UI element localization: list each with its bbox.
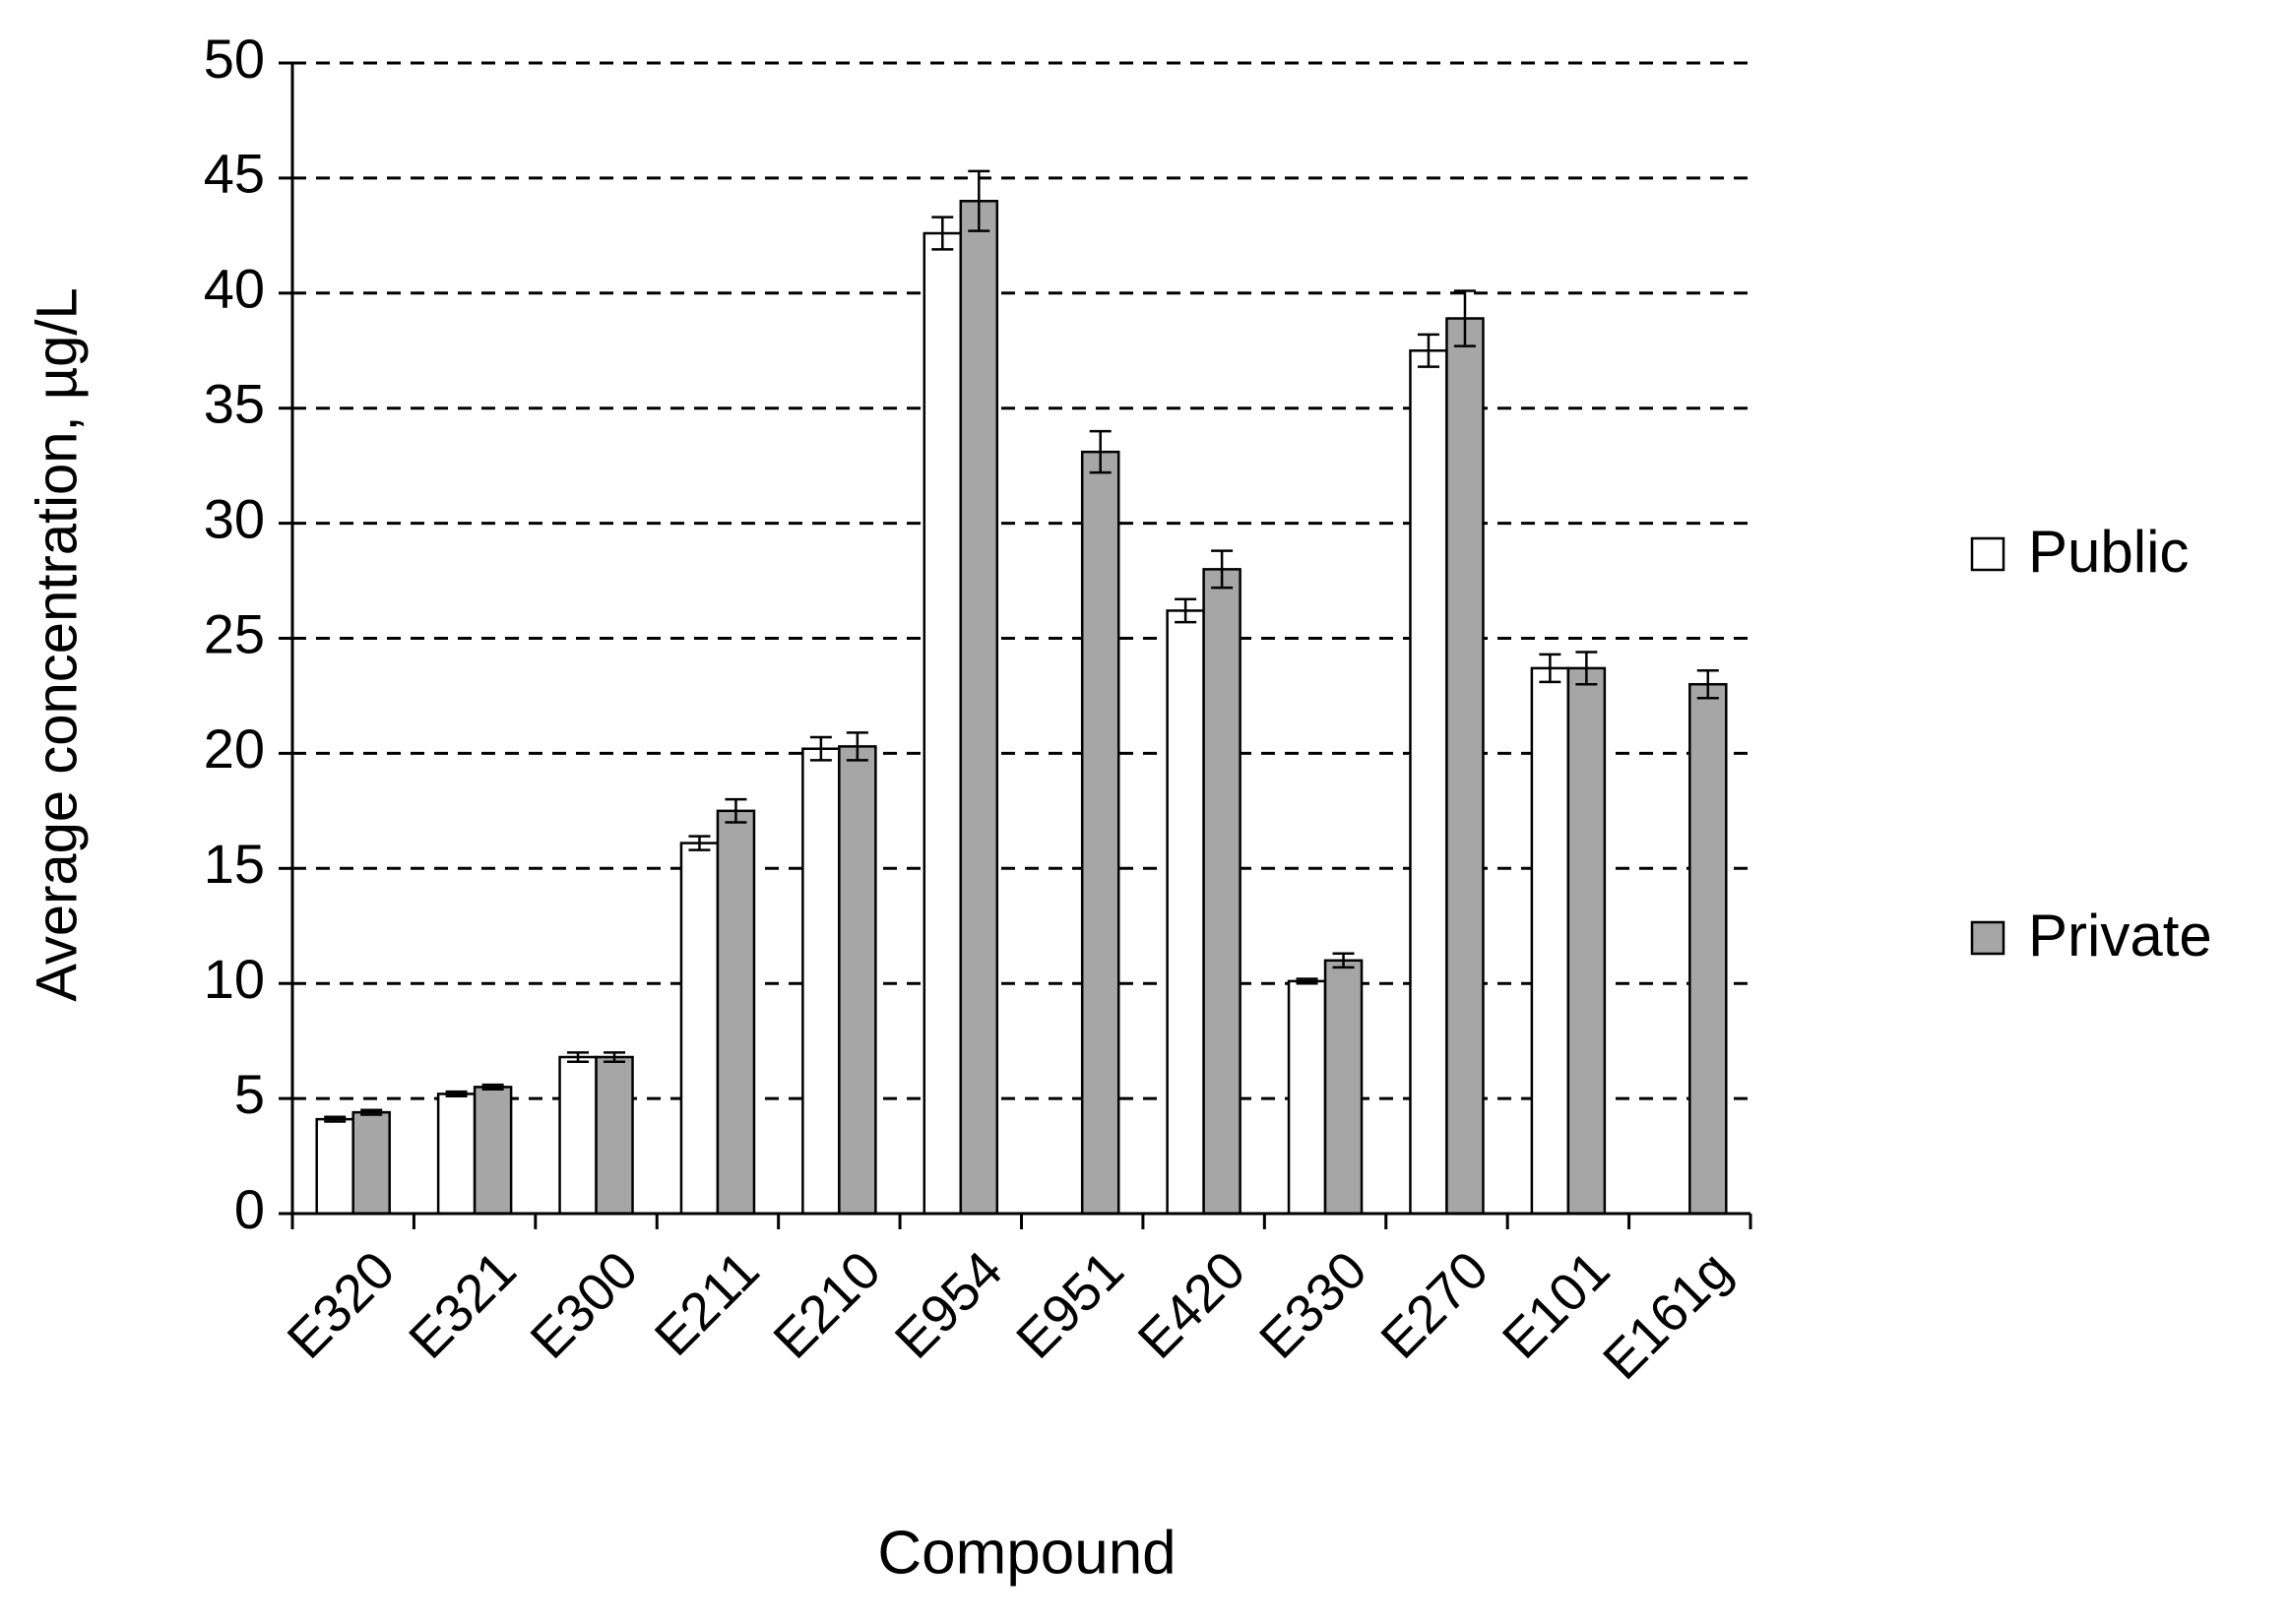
y-tick-label: 15 bbox=[204, 833, 265, 895]
error-bar bbox=[1175, 597, 1197, 624]
error-bar bbox=[567, 1051, 590, 1063]
error-bar bbox=[1696, 668, 1719, 700]
bar bbox=[351, 1110, 391, 1216]
bar bbox=[923, 231, 963, 1216]
x-tick-label: E954 bbox=[884, 1240, 1014, 1370]
bar bbox=[1080, 450, 1120, 1216]
bar bbox=[679, 842, 720, 1216]
error-bar bbox=[1332, 952, 1355, 969]
x-tick-label: E330 bbox=[1248, 1240, 1378, 1370]
legend-label: Public bbox=[2028, 519, 2189, 585]
bar bbox=[595, 1055, 634, 1216]
x-tick-label: E951 bbox=[1005, 1240, 1135, 1370]
x-tick-label: E320 bbox=[277, 1240, 407, 1370]
error-bar bbox=[1211, 549, 1234, 590]
bar bbox=[1409, 349, 1448, 1216]
bar bbox=[801, 747, 841, 1216]
error-bar bbox=[1539, 653, 1561, 684]
error-bar bbox=[809, 735, 832, 762]
bar bbox=[1688, 683, 1728, 1216]
legend-swatch bbox=[1970, 920, 2005, 956]
bar bbox=[315, 1117, 354, 1216]
x-tick-label: E211 bbox=[644, 1240, 771, 1367]
x-tick-label: E300 bbox=[520, 1240, 650, 1370]
bar bbox=[1445, 317, 1485, 1216]
error-bar bbox=[968, 169, 990, 232]
y-tick-label: 30 bbox=[204, 487, 265, 549]
error-bar bbox=[725, 797, 747, 824]
error-bar bbox=[1453, 289, 1476, 347]
bar bbox=[1566, 666, 1607, 1216]
x-axis-label: Compound bbox=[877, 1519, 1176, 1587]
error-bar bbox=[846, 731, 868, 762]
error-bar bbox=[1296, 977, 1318, 985]
x-tick-label: E420 bbox=[1127, 1240, 1257, 1370]
bar bbox=[1166, 609, 1205, 1216]
error-bar bbox=[1089, 429, 1112, 474]
bar bbox=[838, 745, 877, 1216]
error-bar bbox=[688, 835, 711, 851]
x-tick-label: E161g bbox=[1592, 1240, 1743, 1391]
y-tick-label: 0 bbox=[234, 1178, 265, 1240]
y-tick-label: 25 bbox=[204, 602, 265, 664]
bar bbox=[1323, 959, 1364, 1216]
error-bar bbox=[604, 1051, 626, 1063]
y-tick-label: 10 bbox=[204, 948, 265, 1010]
bar bbox=[1530, 666, 1570, 1216]
error-bar bbox=[931, 216, 954, 251]
bar bbox=[716, 809, 756, 1216]
x-tick-label: E270 bbox=[1369, 1240, 1499, 1370]
error-bar bbox=[324, 1115, 347, 1123]
bar bbox=[558, 1055, 598, 1216]
bar bbox=[1287, 979, 1327, 1216]
bar bbox=[473, 1086, 513, 1216]
bar bbox=[959, 200, 999, 1216]
y-tick-label: 50 bbox=[204, 28, 265, 90]
error-bar bbox=[445, 1090, 468, 1098]
y-tick-label: 40 bbox=[204, 258, 265, 320]
legend-label: Private bbox=[2028, 903, 2212, 968]
y-tick-label: 20 bbox=[204, 718, 265, 780]
error-bar bbox=[360, 1108, 383, 1116]
bar bbox=[1202, 568, 1241, 1216]
bar bbox=[436, 1093, 477, 1216]
y-tick-label: 35 bbox=[204, 372, 265, 434]
error-bar bbox=[481, 1083, 504, 1091]
error-bar bbox=[1575, 651, 1598, 686]
x-tick-label: E321 bbox=[398, 1240, 528, 1370]
legend-swatch bbox=[1970, 536, 2005, 572]
x-tick-label: E210 bbox=[762, 1240, 892, 1370]
y-tick-label: 45 bbox=[204, 143, 265, 205]
y-tick-label: 5 bbox=[234, 1063, 265, 1125]
error-bar bbox=[1417, 333, 1439, 368]
y-axis-label: Average concentration, µg/L bbox=[25, 287, 89, 1002]
